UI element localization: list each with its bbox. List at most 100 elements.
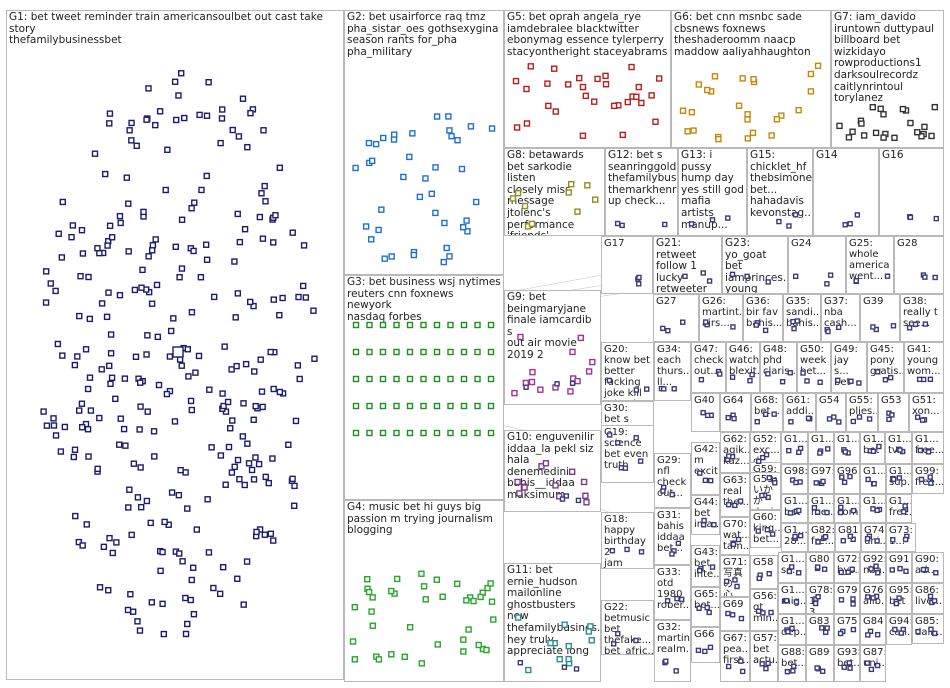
node[interactable]	[422, 175, 429, 182]
node[interactable]	[148, 247, 156, 254]
node[interactable]	[420, 429, 427, 437]
node[interactable]	[85, 273, 92, 281]
node[interactable]	[126, 486, 133, 493]
node[interactable]	[156, 108, 164, 115]
node[interactable]	[887, 374, 894, 381]
node[interactable]	[262, 473, 269, 481]
node[interactable]	[776, 218, 782, 225]
node[interactable]	[582, 92, 590, 100]
node[interactable]	[807, 88, 815, 95]
node[interactable]	[921, 123, 928, 131]
node[interactable]	[842, 222, 848, 228]
group-g75[interactable]: G75	[834, 614, 860, 645]
node[interactable]	[229, 417, 236, 424]
node[interactable]	[101, 170, 109, 178]
node[interactable]	[148, 599, 156, 606]
node[interactable]	[410, 251, 418, 259]
node[interactable]	[725, 663, 732, 670]
node[interactable]	[711, 73, 719, 80]
node[interactable]	[406, 624, 414, 631]
node[interactable]	[474, 375, 481, 383]
group-g63[interactable]: G63: real the...	[720, 473, 750, 517]
node[interactable]	[523, 120, 531, 127]
node[interactable]	[178, 265, 186, 272]
node[interactable]	[766, 571, 772, 577]
node[interactable]	[850, 418, 857, 425]
node[interactable]	[43, 422, 51, 429]
group-g64[interactable]: G64	[720, 393, 751, 432]
node[interactable]	[433, 321, 441, 329]
node[interactable]	[216, 590, 224, 598]
node[interactable]	[106, 110, 114, 117]
node[interactable]	[195, 352, 203, 360]
node[interactable]	[729, 612, 736, 618]
node[interactable]	[528, 378, 536, 386]
node[interactable]	[585, 628, 593, 635]
node[interactable]	[433, 429, 441, 437]
node[interactable]	[755, 608, 762, 614]
node[interactable]	[443, 244, 450, 252]
node[interactable]	[105, 587, 112, 594]
node[interactable]	[107, 331, 115, 338]
node[interactable]	[310, 307, 317, 314]
node[interactable]	[381, 255, 388, 262]
node[interactable]	[125, 504, 132, 511]
node[interactable]	[242, 360, 250, 368]
node[interactable]	[811, 505, 818, 511]
node[interactable]	[144, 332, 151, 339]
node[interactable]	[120, 425, 128, 433]
node[interactable]	[827, 272, 834, 278]
node[interactable]	[602, 81, 610, 88]
node[interactable]	[695, 647, 702, 654]
node[interactable]	[125, 200, 132, 207]
node[interactable]	[458, 165, 466, 173]
node[interactable]	[108, 374, 116, 381]
node[interactable]	[465, 626, 472, 633]
group-g39[interactable]: G39	[860, 294, 900, 342]
node[interactable]	[446, 127, 453, 134]
group-g1p[interactable]: G1... mig...	[778, 583, 806, 614]
node[interactable]	[822, 534, 829, 540]
node[interactable]	[797, 532, 804, 539]
group-g71[interactable]: G71: 写真 の心...	[720, 555, 750, 597]
node[interactable]	[184, 346, 192, 353]
group-g48[interactable]: G48: phd claris...	[760, 342, 797, 393]
node[interactable]	[227, 425, 234, 432]
node[interactable]	[573, 666, 580, 672]
node[interactable]	[527, 63, 534, 70]
node[interactable]	[375, 226, 382, 234]
node[interactable]	[664, 598, 671, 604]
node[interactable]	[511, 389, 518, 397]
node[interactable]	[619, 222, 625, 229]
node[interactable]	[850, 626, 857, 633]
node[interactable]	[184, 505, 191, 512]
node[interactable]	[729, 271, 736, 278]
node[interactable]	[889, 412, 895, 418]
node[interactable]	[763, 452, 770, 458]
node[interactable]	[840, 538, 846, 544]
node[interactable]	[552, 108, 559, 115]
node[interactable]	[406, 348, 414, 356]
node[interactable]	[270, 385, 277, 393]
node[interactable]	[247, 298, 254, 306]
node[interactable]	[624, 98, 631, 106]
node[interactable]	[671, 386, 677, 392]
node[interactable]	[815, 594, 821, 600]
node[interactable]	[523, 384, 529, 390]
node[interactable]	[152, 121, 159, 129]
node[interactable]	[932, 274, 938, 281]
node[interactable]	[695, 81, 703, 88]
node[interactable]	[205, 79, 212, 86]
node[interactable]	[420, 402, 427, 410]
node[interactable]	[379, 321, 387, 329]
node[interactable]	[870, 324, 876, 330]
node[interactable]	[684, 128, 691, 135]
node[interactable]	[874, 507, 880, 514]
node[interactable]	[513, 124, 521, 131]
node[interactable]	[148, 300, 156, 307]
node[interactable]	[697, 470, 703, 476]
node[interactable]	[447, 402, 454, 410]
node[interactable]	[166, 353, 174, 360]
node[interactable]	[876, 443, 882, 450]
node[interactable]	[575, 74, 583, 82]
